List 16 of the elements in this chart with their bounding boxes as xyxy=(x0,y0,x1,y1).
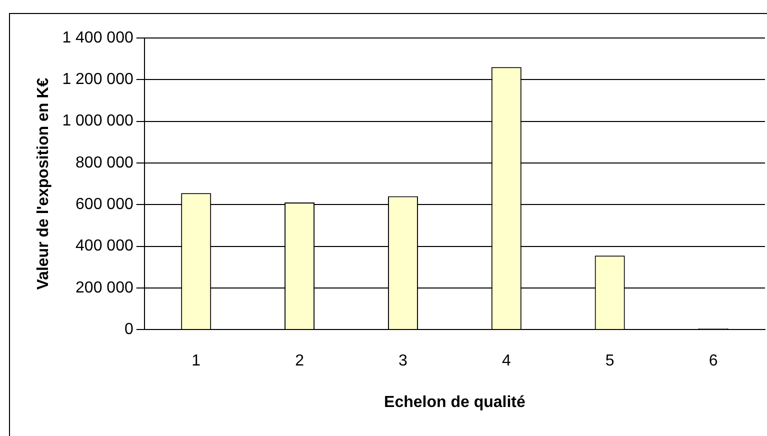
x-tick-label: 3 xyxy=(398,352,408,370)
y-tick-label: 400 000 xyxy=(76,238,134,255)
y-tick-label: 0 xyxy=(124,321,134,338)
x-tick-label: 5 xyxy=(605,352,614,370)
y-tick-label: 600 000 xyxy=(76,196,134,214)
x-tick-label: 2 xyxy=(295,352,304,370)
x-axis-title: Echelon de qualité xyxy=(384,394,526,411)
x-tick-label: 6 xyxy=(708,352,718,370)
x-tick-label: 4 xyxy=(502,352,511,370)
y-tick-label: 800 000 xyxy=(76,154,134,172)
y-axis-title: Valeur de l'exposition en K€ xyxy=(35,78,52,290)
y-tick-label: 1 400 000 xyxy=(62,29,134,46)
y-tick-label: 1 200 000 xyxy=(62,71,134,88)
y-tick-label: 1 000 000 xyxy=(62,112,134,130)
y-tick-label: 200 000 xyxy=(76,279,134,296)
x-tick-label: 1 xyxy=(192,352,201,370)
